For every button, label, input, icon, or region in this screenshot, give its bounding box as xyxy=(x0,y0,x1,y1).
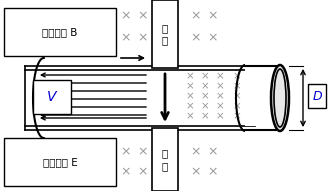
Text: ×: × xyxy=(233,101,241,111)
Text: ×: × xyxy=(215,91,224,101)
Text: ×: × xyxy=(201,81,209,91)
Text: ×: × xyxy=(201,101,209,111)
Text: ×: × xyxy=(186,71,195,81)
Text: ×: × xyxy=(191,165,201,179)
Text: ×: × xyxy=(208,165,218,179)
Text: ×: × xyxy=(186,101,195,111)
Text: ×: × xyxy=(208,10,218,23)
Ellipse shape xyxy=(274,69,286,127)
Text: ×: × xyxy=(121,10,131,23)
Text: ×: × xyxy=(215,71,224,81)
Bar xyxy=(4,8,116,56)
Text: ×: × xyxy=(233,71,241,81)
Ellipse shape xyxy=(271,65,289,131)
Text: ×: × xyxy=(138,146,148,159)
Text: ×: × xyxy=(191,146,201,159)
Text: ×: × xyxy=(215,81,224,91)
Bar xyxy=(152,0,178,68)
Text: ×: × xyxy=(233,111,241,121)
Text: ×: × xyxy=(201,71,209,81)
Text: ×: × xyxy=(215,101,224,111)
Text: ×: × xyxy=(121,32,131,45)
Text: ×: × xyxy=(208,32,218,45)
Text: 电场强度 E: 电场强度 E xyxy=(43,157,77,167)
Text: ×: × xyxy=(186,111,195,121)
Bar xyxy=(33,80,71,114)
Bar xyxy=(308,84,326,108)
Text: ×: × xyxy=(121,146,131,159)
Text: V: V xyxy=(47,90,57,104)
Text: ×: × xyxy=(201,111,209,121)
Text: ×: × xyxy=(138,10,148,23)
Text: ×: × xyxy=(186,91,195,101)
Text: 磁感强度 B: 磁感强度 B xyxy=(42,27,78,37)
Text: ×: × xyxy=(215,111,224,121)
Text: ×: × xyxy=(138,32,148,45)
Text: ×: × xyxy=(191,10,201,23)
Text: ×: × xyxy=(191,32,201,45)
Bar xyxy=(245,62,280,126)
Text: ×: × xyxy=(201,91,209,101)
Text: D: D xyxy=(312,90,322,103)
Text: ×: × xyxy=(138,165,148,179)
Text: ×: × xyxy=(186,81,195,91)
Text: ×: × xyxy=(121,165,131,179)
Text: ×: × xyxy=(208,146,218,159)
Bar xyxy=(152,128,178,191)
Text: ×: × xyxy=(233,91,241,101)
Bar xyxy=(4,138,116,186)
Text: 电
极: 电 极 xyxy=(162,148,168,171)
Text: 电
极: 电 极 xyxy=(162,23,168,45)
Text: ×: × xyxy=(233,81,241,91)
